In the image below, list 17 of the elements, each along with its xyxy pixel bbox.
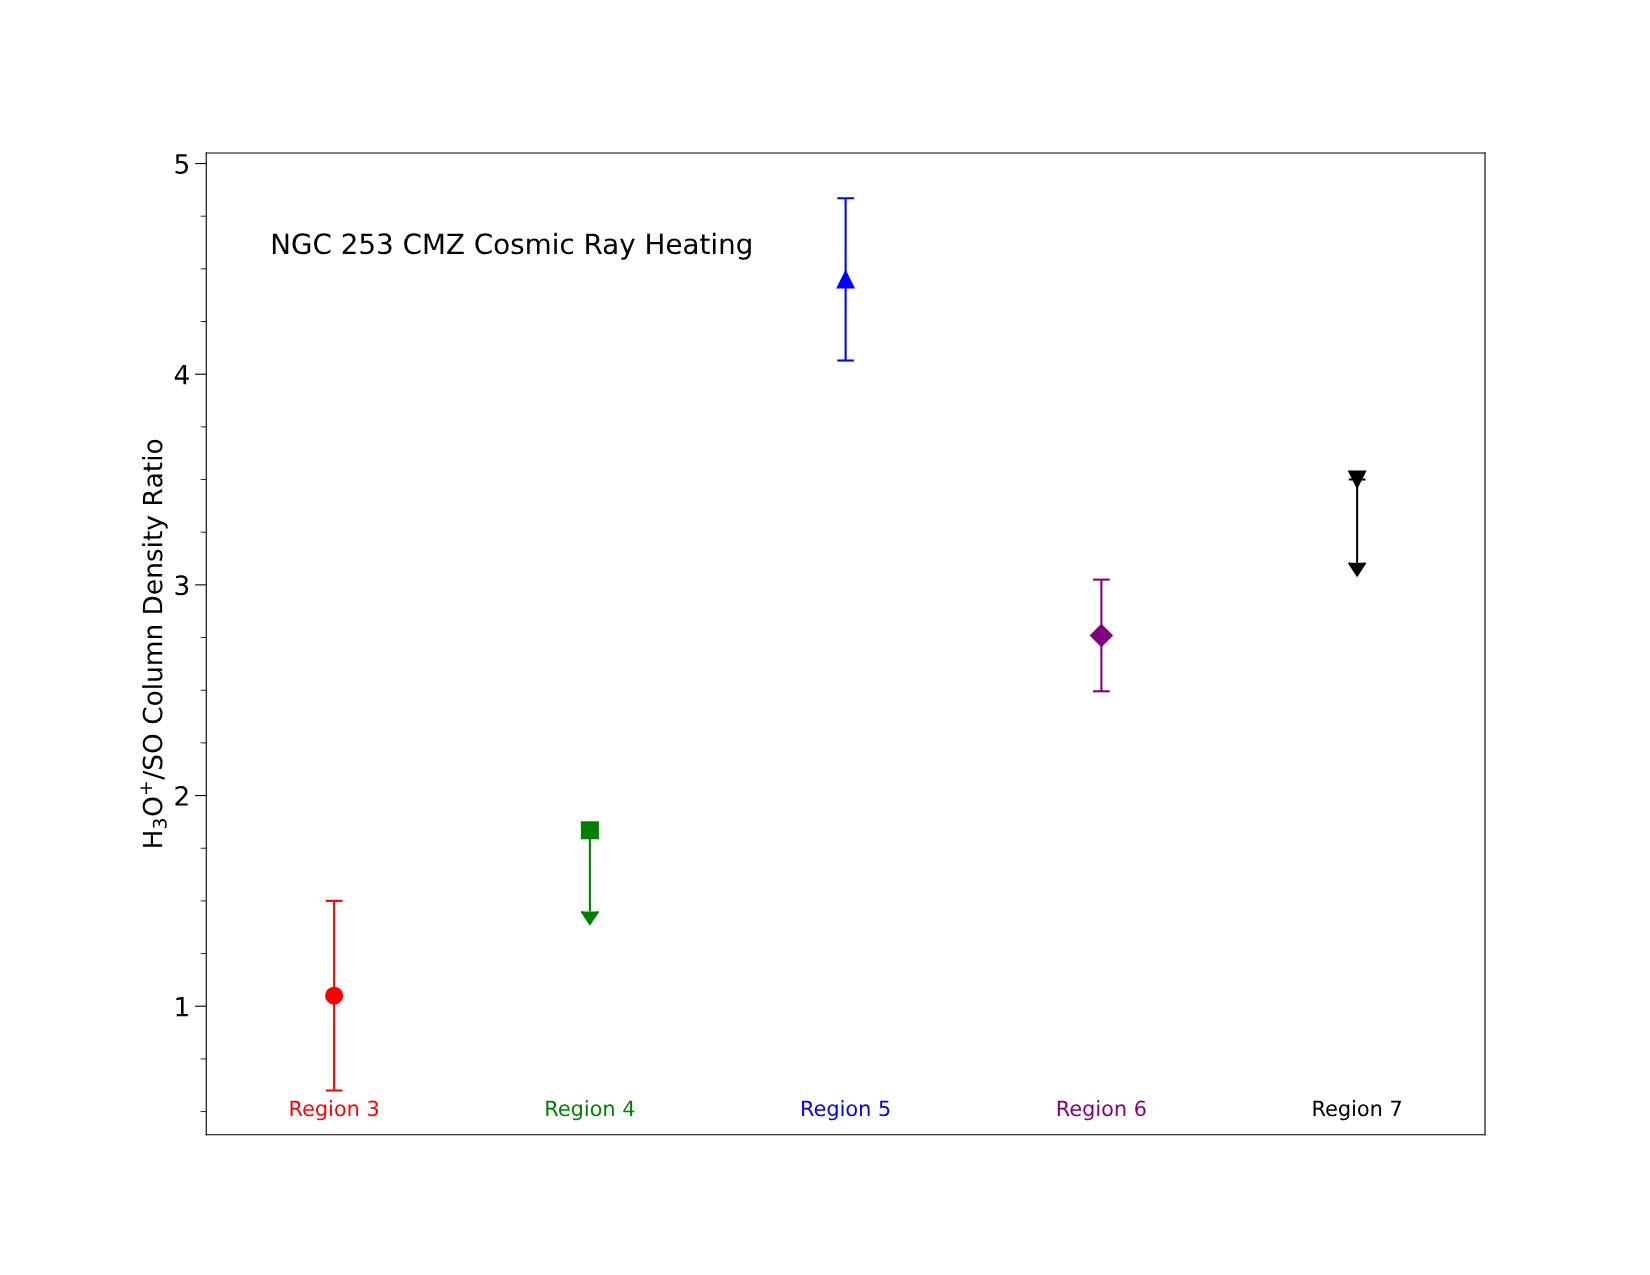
y-tick-label: 2 [175, 786, 188, 806]
x-tick-label: Region 6 [1057, 1100, 1146, 1121]
x-tick-label: Region 5 [802, 1100, 890, 1121]
y-tick-label: 5 [175, 154, 188, 174]
y-tick-label: 1 [176, 997, 188, 1017]
point [325, 986, 344, 1005]
point [1348, 470, 1367, 489]
x-tick-label: Region 7 [1313, 1100, 1401, 1121]
y-tick-label: 3 [175, 575, 189, 596]
point [836, 270, 855, 289]
point [580, 821, 599, 840]
y-axis-title: H$_{3}$O$^{+}$/SO Column Density Ratio [140, 439, 168, 847]
text: NGC 253 CMZ Cosmic Ray Heating [272, 232, 751, 260]
point [1089, 623, 1113, 647]
y-tick-label: 4 [174, 365, 189, 385]
x-tick-label: Region 4 [546, 1100, 635, 1121]
x-tick-label: Region 3 [290, 1100, 379, 1121]
